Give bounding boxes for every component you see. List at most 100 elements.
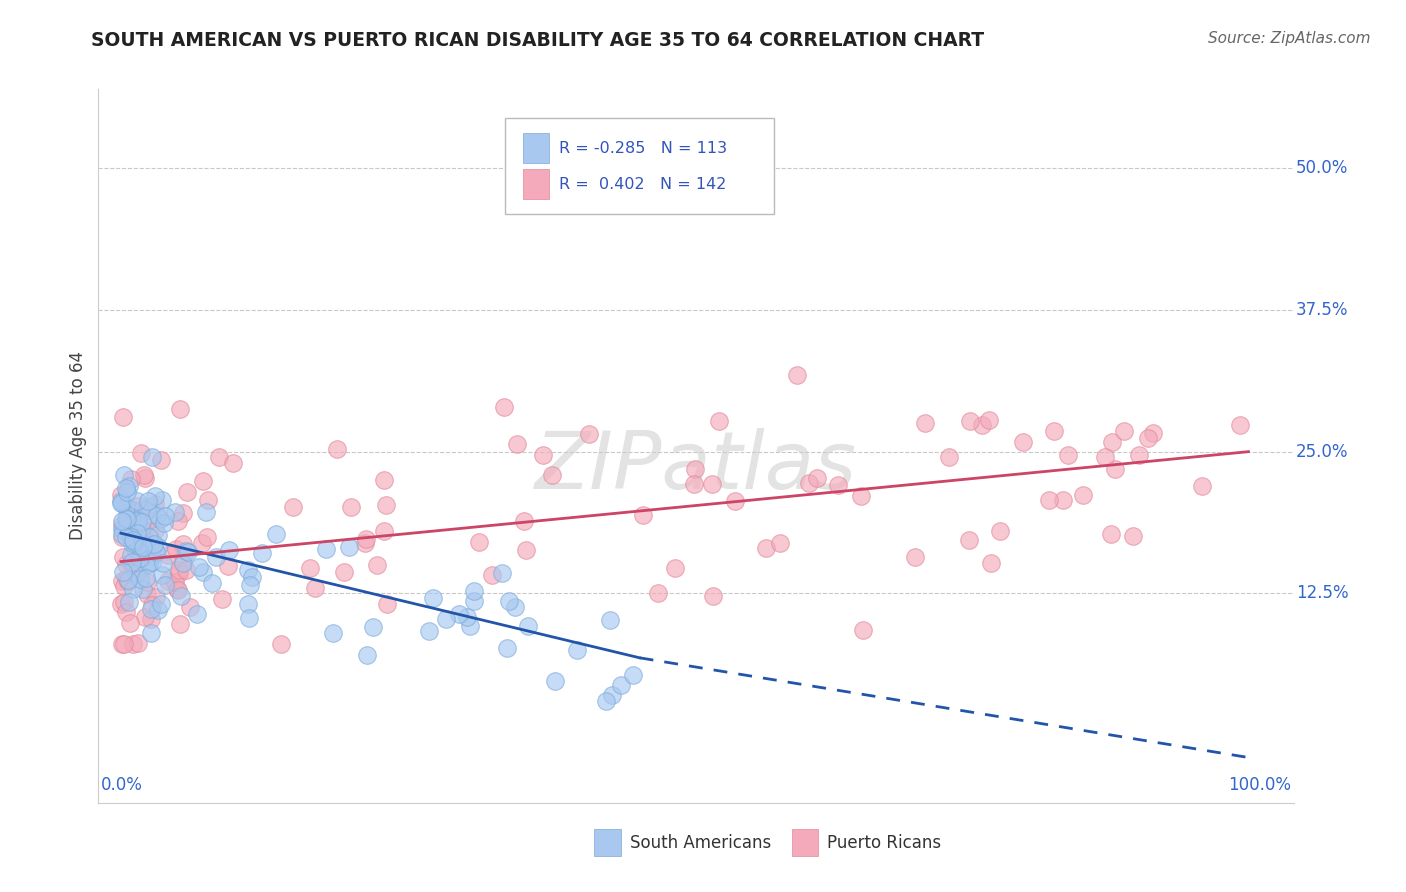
Point [463,583,485,598]
Point [197,492,219,507]
Point [218,559,240,574]
Point [252,546,274,560]
Point [361,619,384,633]
Point [129,572,152,586]
Point [333,565,356,579]
Point [132,549,155,563]
Point [125,513,148,527]
Point [139,541,162,556]
Point [111,522,134,536]
Point [131,521,153,535]
Point [118,516,141,530]
Point [970,418,993,433]
Point [120,472,142,486]
Point [685,462,707,476]
Point [115,530,138,544]
Point [664,560,686,574]
Point [849,489,872,503]
Point [957,533,980,547]
Point [422,591,444,606]
Point [141,549,163,564]
Point [647,585,669,599]
Point [120,548,142,562]
Point [599,613,621,627]
Point [373,473,395,487]
Text: SOUTH AMERICAN VS PUERTO RICAN DISABILITY AGE 35 TO 64 CORRELATION CHART: SOUTH AMERICAN VS PUERTO RICAN DISABILIT… [91,31,984,50]
Point [138,556,160,570]
Point [179,599,201,614]
Point [176,485,198,500]
Point [621,668,644,682]
Point [186,607,208,622]
Point [356,532,378,546]
Point [167,583,190,598]
Point [127,494,149,508]
Point [111,530,134,544]
Point [456,610,478,624]
Point [373,524,395,539]
Point [169,617,191,632]
Y-axis label: Disability Age 35 to 64: Disability Age 35 to 64 [69,351,87,541]
Point [172,536,194,550]
Point [491,566,513,580]
Point [337,540,360,554]
Point [195,530,218,544]
Point [132,540,155,554]
Point [1142,425,1164,440]
Point [1038,493,1060,508]
Point [125,526,148,541]
Point [339,500,361,515]
Point [122,582,145,596]
Point [117,574,139,588]
Point [112,637,135,651]
Point [610,677,633,691]
Point [914,416,936,430]
Point [127,521,149,535]
Point [201,576,224,591]
Point [111,574,134,589]
Point [236,564,259,578]
Point [702,476,724,491]
Point [264,527,287,541]
Point [138,530,160,544]
Point [135,513,157,527]
Point [498,594,520,608]
Point [153,509,176,524]
Point [827,478,849,492]
Point [129,446,152,460]
Point [146,540,169,554]
Point [565,643,588,657]
Point [114,500,136,515]
Point [449,607,471,621]
Point [354,535,377,549]
Point [110,494,132,508]
Point [505,437,527,451]
Bar [523,134,548,163]
Point [1114,425,1136,439]
Point [127,636,149,650]
Point [193,565,215,579]
Point [111,496,134,510]
Point [188,560,211,574]
Point [122,637,145,651]
Point [112,409,135,424]
Point [988,524,1011,538]
Point [129,530,152,544]
Point [299,561,322,575]
Text: ZIPatlas: ZIPatlas [534,428,858,507]
Point [515,543,537,558]
Point [125,566,148,581]
Point [120,615,142,630]
Point [129,542,152,557]
Point [121,536,143,550]
Point [516,619,538,633]
Point [167,563,190,577]
Bar [595,830,620,856]
Text: Puerto Ricans: Puerto Ricans [827,834,942,852]
Point [204,550,226,565]
Point [239,578,262,592]
Point [131,503,153,517]
Point [222,456,245,470]
Point [167,566,190,581]
Point [683,476,706,491]
